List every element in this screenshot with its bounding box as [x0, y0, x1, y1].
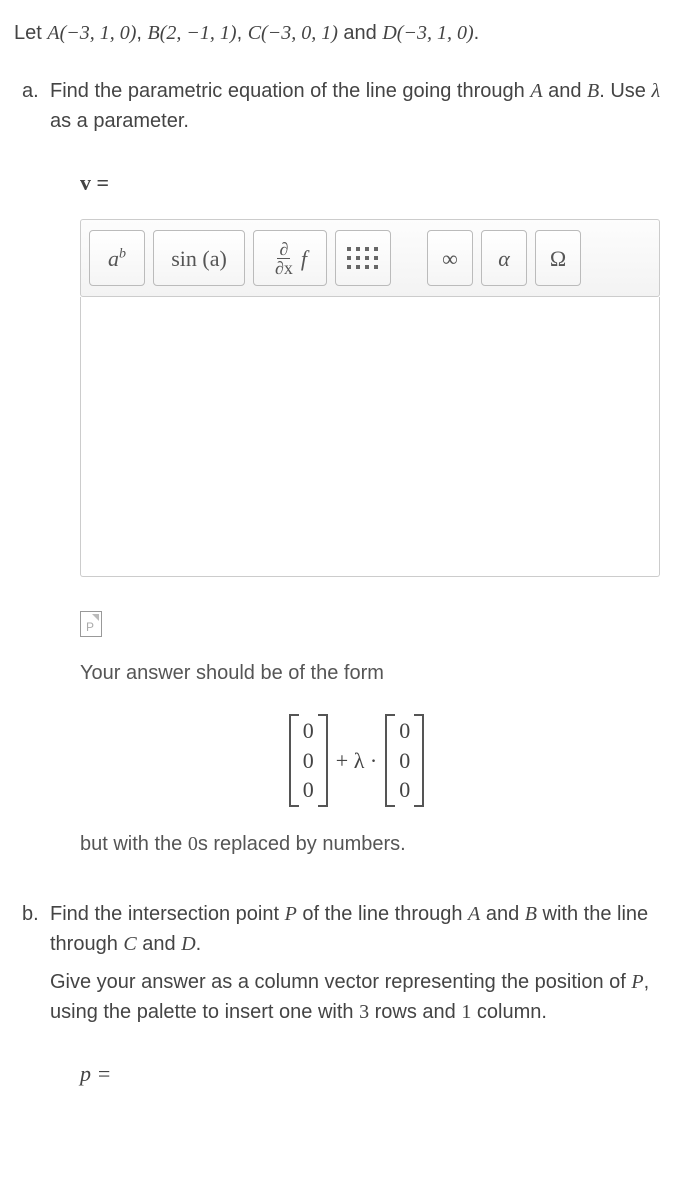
intro-prefix: Let [14, 22, 47, 44]
point-D: D(−3, 1, 0) [382, 22, 473, 44]
vec-entry: 0 [303, 775, 314, 805]
answer-form-hint2: but with the 0s replaced by numbers. [80, 829, 663, 859]
point-A: A(−3, 1, 0) [47, 22, 136, 44]
part-b: b.Find the intersection point P of the l… [14, 899, 663, 1090]
pb-C: C [123, 933, 136, 955]
vec-entry: 0 [303, 716, 314, 746]
plus-lambda: + λ · [336, 744, 377, 777]
omega-button[interactable]: Ω [535, 230, 581, 286]
alpha-label: α [498, 242, 510, 275]
pb-A: A [468, 903, 480, 925]
omega-label: Ω [550, 242, 566, 275]
part-a-prompt: a.Find the parametric equation of the li… [50, 76, 663, 136]
part-a: a.Find the parametric equation of the li… [14, 76, 663, 859]
vector-form-equation: 0 0 0 + λ · 0 0 0 [50, 714, 663, 807]
math-toolbar: ab sin (a) ∂ ∂x f [80, 219, 660, 297]
alpha-button[interactable]: α [481, 230, 527, 286]
superscript-button[interactable]: ab [89, 230, 145, 286]
part-a-lambda: λ [651, 80, 660, 102]
part-b-prompt-line1: b.Find the intersection point P of the l… [50, 899, 663, 959]
point-B: B(2, −1, 1) [148, 22, 237, 44]
pb-B: B [525, 903, 537, 925]
matrix-button[interactable] [335, 230, 391, 286]
point-C: C(−3, 0, 1) [248, 22, 338, 44]
hint2-zero: 0 [188, 833, 198, 855]
part-a-text1: Find the parametric equation of the line… [50, 80, 530, 102]
pb-and2: and [137, 933, 181, 955]
sin-button[interactable]: sin (a) [153, 230, 245, 286]
infinity-button[interactable]: ∞ [427, 230, 473, 286]
pb2-P: P [631, 971, 643, 993]
answer-form-hint: Your answer should be of the form [80, 658, 663, 688]
vec-entry: 0 [399, 775, 410, 805]
equation-editor: ab sin (a) ∂ ∂x f [50, 219, 663, 577]
pb-and1: and [480, 903, 524, 925]
intro-suffix: . [474, 22, 480, 44]
partial-derivative-button[interactable]: ∂ ∂x f [253, 230, 327, 286]
part-b-prompt-line2: Give your answer as a column vector repr… [50, 967, 663, 1027]
column-vector-right: 0 0 0 [385, 714, 424, 807]
dots-grid-icon [347, 247, 379, 270]
part-b-marker: b. [22, 899, 50, 929]
part-a-and: and [543, 80, 587, 102]
pb-text2: of the line through [297, 903, 468, 925]
pb2-col: column. [471, 1001, 547, 1023]
partial-den: ∂x [273, 259, 295, 277]
pb2-rows: rows and [369, 1001, 461, 1023]
intro-text: Let A(−3, 1, 0), B(2, −1, 1), C(−3, 0, 1… [14, 18, 663, 48]
infty-label: ∞ [442, 242, 458, 275]
p-equals-label: p = [80, 1057, 663, 1090]
partial-f: f [301, 242, 307, 275]
ab-base: a [108, 246, 119, 271]
part-a-B: B [587, 80, 599, 102]
sin-label: sin (a) [171, 242, 227, 275]
pb2-three: 3 [359, 1001, 369, 1023]
vec-entry: 0 [399, 746, 410, 776]
part-a-text2: . Use [599, 80, 651, 102]
pb-text1: Find the intersection point [50, 903, 285, 925]
pb2-one: 1 [461, 1001, 471, 1023]
column-vector-left: 0 0 0 [289, 714, 328, 807]
pb-P: P [285, 903, 297, 925]
vec-entry: 0 [399, 716, 410, 746]
intro-and: and [338, 22, 382, 44]
pb-D: D [181, 933, 195, 955]
part-a-marker: a. [22, 76, 50, 106]
part-a-A: A [530, 80, 542, 102]
partial-num: ∂ [277, 240, 290, 259]
hint2-after: s replaced by numbers. [198, 833, 406, 855]
vec-entry: 0 [303, 746, 314, 776]
editor-input-area[interactable] [80, 297, 660, 577]
part-a-text3: as a parameter. [50, 110, 189, 132]
ab-sup: b [119, 246, 126, 261]
document-icon: P [80, 611, 102, 637]
v-equals-label: v = [80, 166, 663, 199]
pb2-text1: Give your answer as a column vector repr… [50, 971, 631, 993]
pb-period: . [196, 933, 202, 955]
hint2-before: but with the [80, 833, 188, 855]
